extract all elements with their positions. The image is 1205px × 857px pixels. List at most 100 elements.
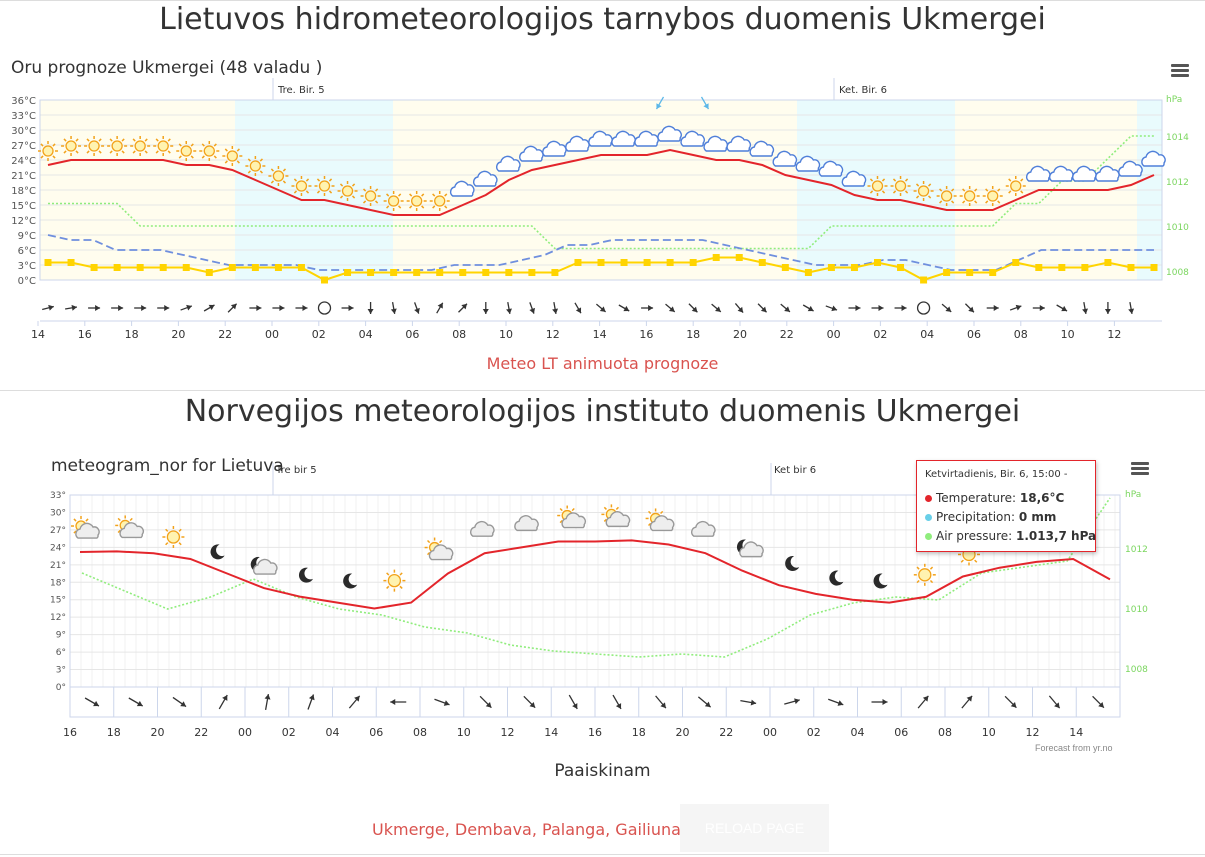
chart1-cloud-icon — [588, 130, 613, 147]
chart1-day-label: Tre. Bir. 5 — [277, 85, 325, 96]
chart2-wind-arrow-icon — [784, 698, 800, 705]
chart2-moon-icon — [343, 573, 358, 589]
chart1-menu-icon[interactable] — [1171, 64, 1189, 78]
chart1-cloud-icon — [795, 155, 821, 172]
chart1-x-tick-label: 16 — [78, 328, 92, 341]
chart1-precip-point — [1035, 264, 1043, 271]
chart1-day-label: Ket. Bir. 6 — [839, 85, 887, 96]
chart2-wind-arrow-icon — [128, 697, 144, 707]
chart1-precip-point — [850, 264, 858, 271]
chart1-precip-point — [897, 264, 905, 271]
chart1-precip-point — [113, 264, 121, 271]
chart1-precip-point — [297, 264, 305, 271]
chart2-y-tick-label: 6° — [56, 648, 66, 658]
chart1-pressure-unit: hPa — [1166, 95, 1182, 105]
chart1-x-tick-label: 14 — [31, 328, 45, 341]
chart1-pressure-tick-label: 1008 — [1166, 268, 1189, 278]
chart1-precip-point — [966, 269, 974, 276]
chart1-wind-arrow-icon — [1128, 301, 1135, 315]
chart1-precip-point — [735, 254, 743, 261]
chart1-x-tick-label: 00 — [827, 328, 841, 341]
chart1-precip-point — [528, 269, 536, 276]
chart2-wind-arrow-icon — [917, 695, 929, 709]
chart1-x-tick-label: 18 — [686, 328, 700, 341]
city-link-ukmerge[interactable]: Ukmerge — [372, 820, 445, 839]
chart1-wind-arrow-icon — [894, 305, 907, 311]
reload-page-button[interactable]: RELOAD PAGE — [680, 804, 829, 852]
chart1-cloud-icon — [657, 125, 682, 142]
chart1-sun-icon — [959, 186, 980, 206]
chart1-wind-arrow-icon — [42, 304, 54, 311]
chart1-cloud-icon — [818, 160, 844, 177]
chart1-y-tick-label: 33°C — [11, 111, 36, 122]
chart2-wind-arrow-icon — [218, 694, 228, 710]
chart2-x-tick-label: 18 — [632, 726, 646, 739]
chart1-wind-arrow-icon — [88, 305, 101, 311]
chart1-y-tick-label: 15°C — [11, 201, 36, 212]
chart1-sun-icon — [84, 136, 105, 156]
chart2-wind-arrow-icon — [264, 694, 271, 710]
chart1-sun-icon — [429, 191, 450, 211]
chart1-cloud-icon — [1141, 150, 1166, 167]
chart2-x-tick-label: 08 — [413, 726, 427, 739]
chart1-wind-arrow-icon — [986, 305, 999, 311]
chart1-wind-arrow-icon — [1104, 302, 1111, 314]
chart1-precip-point — [874, 259, 881, 266]
chart2-x-tick-label: 06 — [894, 726, 908, 739]
chart1-wind-arrow-icon — [618, 304, 630, 312]
chart1-wind-arrow-icon — [111, 305, 124, 311]
chart2-moon-icon — [829, 570, 844, 586]
section2-heading: Norvegijos meteorologijos instituto duom… — [184, 394, 1021, 429]
chart2-x-tick-label: 10 — [982, 726, 996, 739]
chart2-x-tick-label: 18 — [107, 726, 121, 739]
chart1-precip-point — [505, 269, 513, 276]
chart1-precip-point — [274, 264, 282, 271]
chart2-wind-arrow-icon — [84, 697, 100, 707]
chart2-cloud-icon — [253, 558, 278, 575]
chart1-wind-arrow-icon — [341, 305, 354, 311]
chart2-wind-arrow-icon — [740, 699, 757, 706]
chart1-precip-point — [205, 269, 213, 276]
chart2-wind-arrow-icon — [655, 695, 667, 709]
chart1-x-tick-label: 08 — [452, 328, 466, 341]
chart1-y-tick-label: 3°C — [18, 261, 36, 272]
chart1-x-tick-label: 12 — [546, 328, 560, 341]
chart1-cloud-icon — [1072, 165, 1097, 182]
city-link-dembava[interactable]: Dembava — [454, 820, 532, 839]
city-link-palanga[interactable]: Palanga — [542, 820, 606, 839]
chart1-precip-point — [136, 264, 144, 271]
chart2-moon-icon — [785, 556, 800, 572]
chart2-wind-arrow-icon — [523, 695, 536, 709]
chart2-day-label: Ket bir 6 — [774, 465, 816, 476]
chart1-wind-arrow-icon — [227, 303, 238, 313]
chart1-wind-arrow-icon — [295, 305, 308, 311]
chart1-wind-arrow-icon — [180, 304, 193, 311]
chart1-top-arrow-icon — [700, 96, 710, 110]
chart1-precip-point — [228, 264, 236, 271]
chart1-precip-point — [689, 259, 697, 266]
chart1-precip-point — [1104, 259, 1112, 266]
meteo-lt-animation-link[interactable]: Meteo LT animuota prognoze — [486, 354, 719, 373]
chart1-x-tick-label: 10 — [1061, 328, 1075, 341]
chart1-cloud-icon — [542, 140, 567, 157]
chart1-y-tick-label: 21°C — [11, 171, 36, 182]
chart2-menu-icon[interactable] — [1131, 462, 1149, 476]
chart1-sun-icon — [199, 141, 220, 161]
yr-credit[interactable]: Forecast from yr.no — [1035, 743, 1113, 753]
chart1-x-tick-label: 22 — [780, 328, 794, 341]
chart1-cloud-icon — [565, 135, 590, 152]
chart1-x-tick-label: 12 — [1107, 328, 1121, 341]
chart1-wind-arrow-icon — [134, 305, 147, 311]
chart1-x-tick-label: 04 — [920, 328, 934, 341]
chart1-precip-point — [44, 259, 52, 266]
tooltip-precip-value: 0 mm — [1018, 510, 1057, 524]
chart1-precip-point — [1150, 264, 1158, 271]
chart1-precip-point — [1012, 259, 1020, 266]
chart2-y-tick-label: 27° — [50, 526, 66, 536]
chart1-wind-arrow-icon — [249, 305, 262, 311]
chart1-x-tick-label: 18 — [125, 328, 139, 341]
city-link-gailiunai[interactable]: Gailiunai — [615, 820, 686, 839]
chart1-wind-arrow-icon — [802, 304, 814, 312]
chart2-sun-icon — [162, 526, 185, 548]
chart1-wind-arrow-icon — [964, 303, 975, 313]
